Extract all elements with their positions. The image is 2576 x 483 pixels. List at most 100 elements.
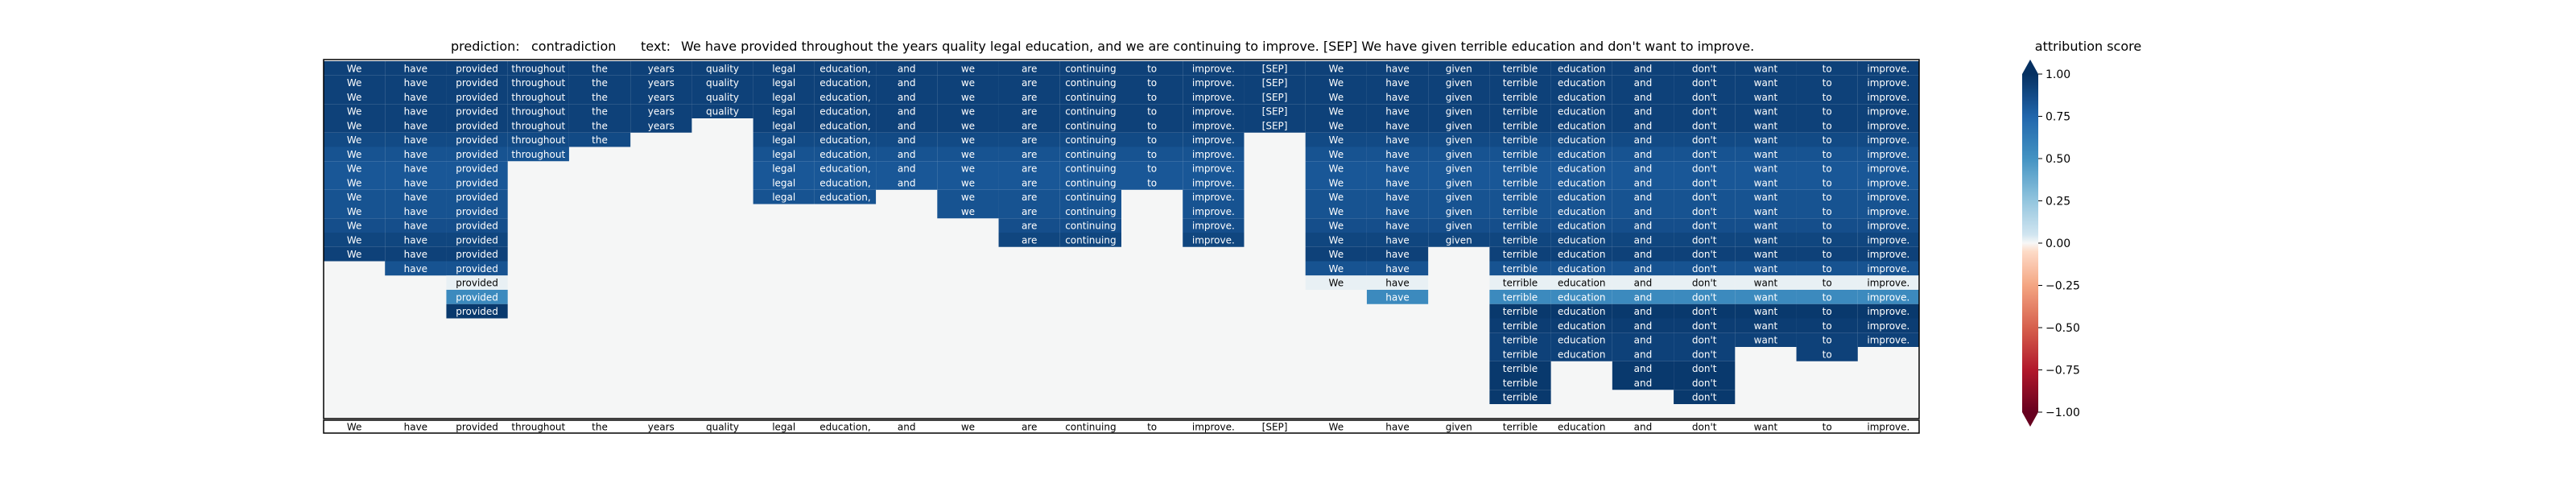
heatmap-cell (385, 118, 447, 133)
cell-label: terrible (1503, 134, 1538, 146)
heatmap-cell (324, 89, 386, 105)
cell-label: the (592, 92, 608, 103)
heatmap-cell (1121, 75, 1183, 90)
heatmap-cell (1183, 175, 1245, 190)
heatmap-cell (1428, 147, 1490, 162)
heatmap-cell (446, 290, 508, 304)
token-axis: We have provided throughout the years quality l… (323, 419, 1920, 434)
heatmap-cell (1059, 204, 1121, 219)
cell-label: improve. (1867, 106, 1909, 118)
cell-label: to (1823, 106, 1832, 118)
heatmap-cell (324, 75, 386, 90)
cell-label: we (961, 63, 975, 74)
heatmap-cell (1550, 303, 1612, 319)
cell-label: provided (456, 206, 498, 217)
heatmap-cell (1489, 261, 1551, 276)
heatmap-cell (1796, 246, 1858, 262)
cell-label: continuing (1065, 63, 1116, 74)
colorbar-tick-label: 0.00 (2046, 237, 2070, 250)
heatmap-cell (1612, 132, 1674, 147)
heatmap-cell (1674, 361, 1736, 376)
x-tick-label: legal (772, 422, 795, 433)
cell-label: improve. (1867, 163, 1909, 175)
cell-label: We (347, 206, 362, 217)
heatmap-cell (1612, 303, 1674, 319)
heatmap-cell (1305, 218, 1367, 233)
heatmap-cell (1183, 89, 1245, 105)
heatmap-cell (1428, 118, 1490, 133)
cell-label: to (1823, 234, 1832, 246)
heatmap-cell (324, 233, 386, 247)
cell-label: have (1385, 177, 1409, 188)
cell-label: are (1022, 134, 1037, 146)
cell-label: to (1823, 335, 1832, 346)
heatmap-cell (1366, 75, 1429, 90)
cell-label: have (1385, 278, 1409, 289)
heatmap-cell (998, 175, 1060, 190)
heatmap-cell (1796, 147, 1858, 162)
heatmap-cell (385, 61, 447, 76)
cell-label: terrible (1503, 306, 1538, 317)
heatmap-cell (1550, 147, 1612, 162)
cell-label: provided (456, 134, 498, 146)
cell-label: terrible (1503, 206, 1538, 217)
heatmap-cell (1612, 75, 1674, 90)
x-tick-label: continuing (1065, 422, 1116, 433)
heatmap-cell (1857, 275, 1919, 290)
heatmap-cell (1489, 246, 1551, 262)
cell-label: education (1558, 192, 1606, 203)
cell-label: to (1823, 163, 1832, 175)
heatmap-cell (385, 147, 447, 162)
heatmap-cell (1428, 132, 1490, 147)
heatmap-cell (1550, 189, 1612, 204)
cell-label: improve. (1192, 206, 1235, 217)
colorbar-tick-label: 0.75 (2046, 111, 2070, 124)
heatmap-cell (1612, 246, 1674, 262)
heatmap-cell (1366, 147, 1429, 162)
heatmap-cell (1550, 246, 1612, 262)
cell-label: and (1634, 349, 1653, 360)
cell-label: want (1754, 149, 1778, 160)
cell-label: given (1446, 192, 1472, 203)
heatmap-cell (1857, 175, 1919, 190)
cell-label: legal (772, 63, 795, 74)
cell-label: provided (456, 149, 498, 160)
colorbar-tick-label: 0.50 (2046, 153, 2070, 166)
x-tick-label: to (1147, 422, 1157, 433)
heatmap-cell (1489, 89, 1551, 105)
heatmap-cell (1735, 246, 1797, 262)
heatmap-cell (937, 75, 999, 90)
cell-label: education, (819, 163, 870, 175)
cell-label: have (1385, 77, 1409, 89)
heatmap-cell (1674, 175, 1736, 190)
heatmap-cell (1674, 204, 1736, 219)
cell-label: want (1754, 177, 1778, 188)
heatmap-cell (1674, 390, 1736, 404)
cell-label: We (1329, 263, 1344, 275)
heatmap-cell (1857, 104, 1919, 118)
heatmap-cell (1366, 61, 1429, 76)
cell-label: have (1385, 134, 1409, 146)
heatmap-cell (1183, 147, 1245, 162)
cell-label: given (1446, 177, 1472, 188)
cell-label: have (404, 192, 427, 203)
cell-label: want (1754, 120, 1778, 131)
heatmap-cell (814, 161, 877, 175)
cell-label: We (347, 221, 362, 232)
heatmap-cell (1183, 132, 1245, 147)
cell-label: improve. (1192, 177, 1235, 188)
heatmap-cell (1796, 89, 1858, 105)
cell-label: are (1022, 92, 1037, 103)
heatmap-cell (1489, 290, 1551, 304)
cell-label: and (1634, 234, 1653, 246)
heatmap-cell (1489, 318, 1551, 333)
heatmap-cell (1550, 204, 1612, 219)
heatmap-cell (1489, 275, 1551, 290)
heatmap-cell (385, 89, 447, 105)
cell-label: legal (772, 106, 795, 118)
heatmap-cell (937, 89, 999, 105)
cell-label: to (1823, 77, 1832, 89)
cell-label: throughout (511, 77, 565, 89)
heatmap-cell (446, 61, 508, 76)
heatmap-cell (1857, 290, 1919, 304)
